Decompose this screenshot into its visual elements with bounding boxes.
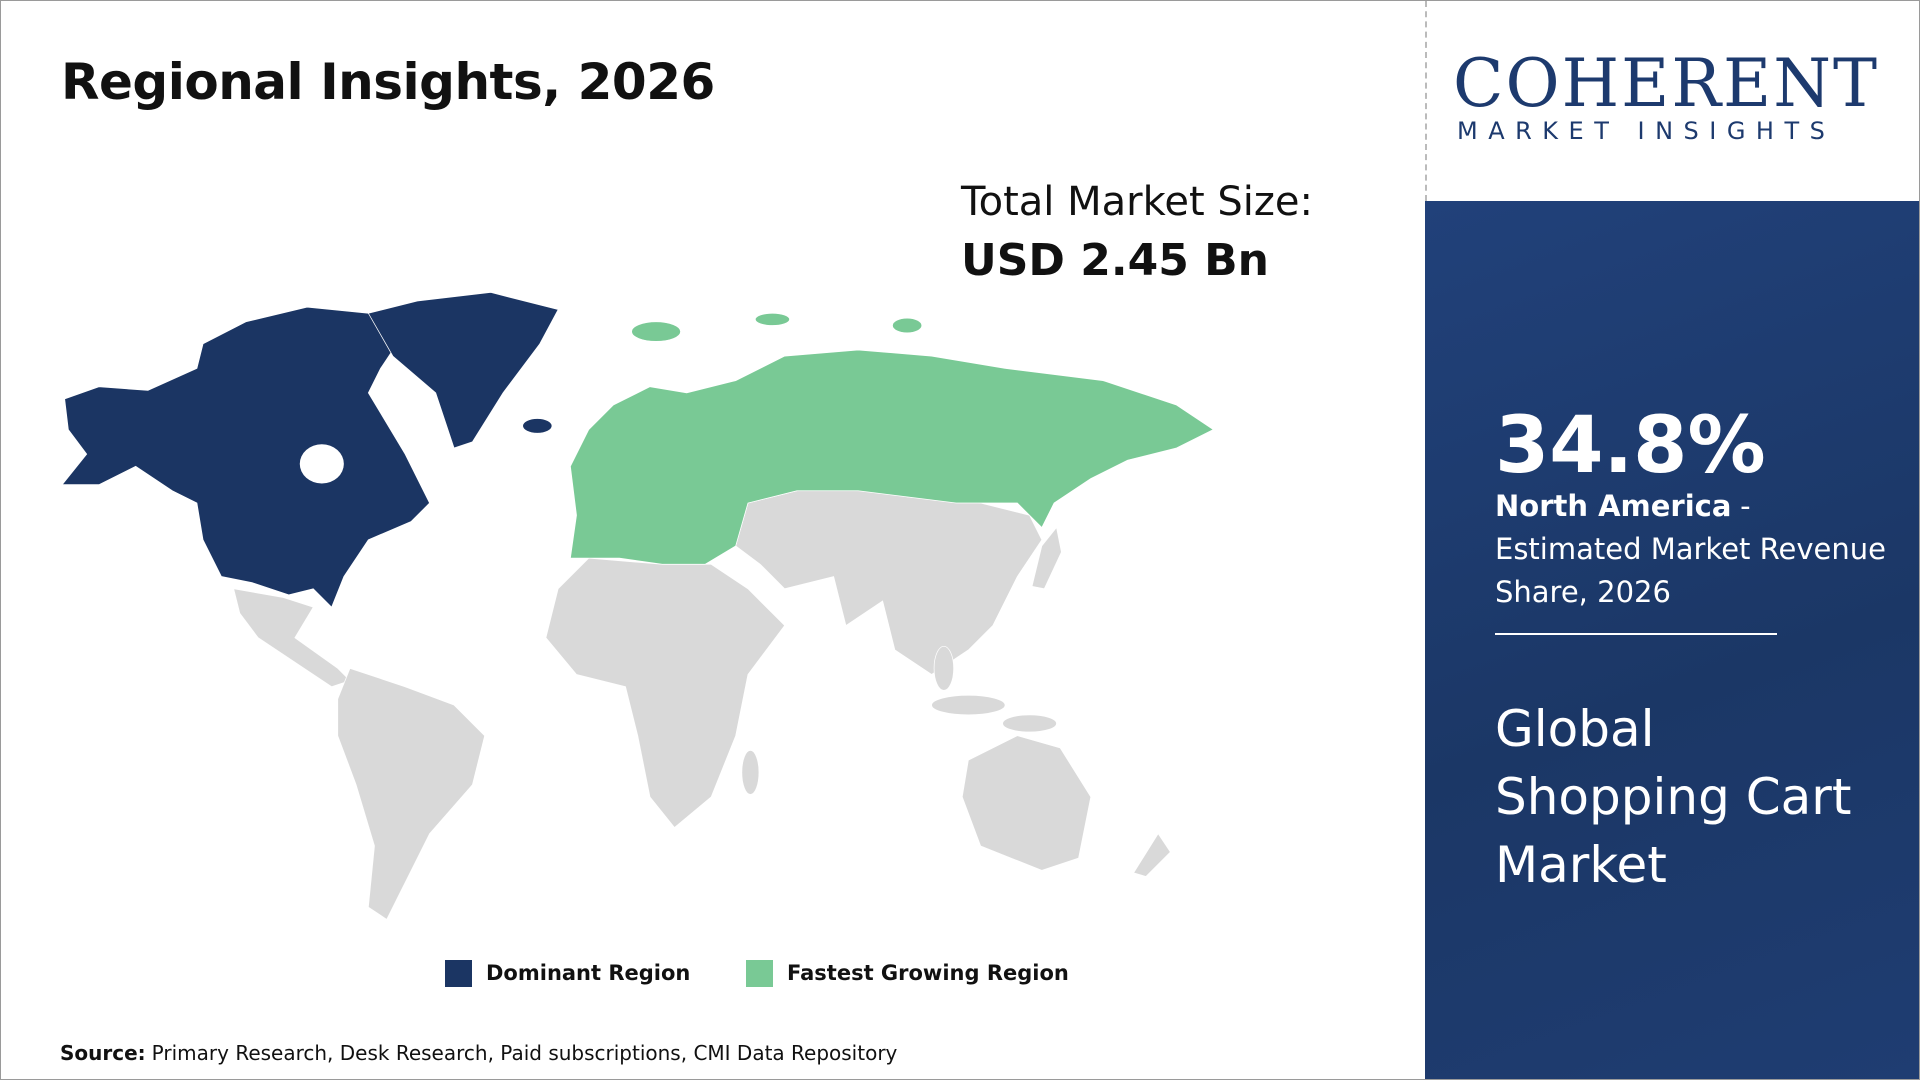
iceland (522, 418, 553, 434)
logo-tagline: MARKET INSIGHTS (1457, 117, 1836, 145)
islands (933, 645, 955, 691)
arctic-islands (631, 321, 681, 342)
world-map (61, 292, 1214, 920)
arctic-islands (754, 312, 790, 326)
separator (1495, 633, 1777, 635)
madagascar (741, 750, 760, 795)
source-text: Primary Research, Desk Research, Paid su… (151, 1041, 898, 1065)
market-size-label: Total Market Size: (961, 179, 1313, 225)
legend-item: Dominant Region (445, 959, 690, 987)
market-name: Global Shopping Cart Market (1495, 700, 1852, 894)
legend-label: Fastest Growing Region (787, 961, 1069, 985)
greenland (367, 292, 559, 449)
source-label: Source: (60, 1041, 146, 1065)
share-value: 34.8% (1495, 401, 1766, 491)
legend-swatch (445, 959, 472, 987)
description: - Estimated Market Revenue Share, 2026 (1495, 489, 1886, 609)
japan (1031, 526, 1062, 590)
australia (961, 735, 1092, 871)
new-zealand (1133, 832, 1171, 877)
islands (931, 694, 1006, 716)
legend-swatch (746, 959, 773, 987)
market-size-value: USD 2.45 Bn (961, 235, 1269, 286)
arctic-islands (892, 317, 923, 334)
legend-label: Dominant Region (486, 961, 691, 985)
side-panel (1425, 201, 1919, 1079)
region-name: North America (1495, 489, 1732, 523)
north-america (61, 306, 431, 608)
title: Regional Insights, 2026 (61, 53, 715, 111)
asia (735, 478, 1043, 675)
share-description: North America - Estimated Market Revenue … (1495, 485, 1895, 614)
logo-name: COHERENT (1453, 45, 1879, 122)
hudson-bay (299, 444, 344, 484)
source: Source: Primary Research, Desk Research, … (60, 1041, 897, 1065)
south-america (337, 667, 486, 920)
divider (1425, 1, 1427, 201)
islands (1002, 714, 1057, 733)
europe-russia (569, 349, 1214, 565)
legend-item: Fastest Growing Region (746, 959, 1069, 987)
